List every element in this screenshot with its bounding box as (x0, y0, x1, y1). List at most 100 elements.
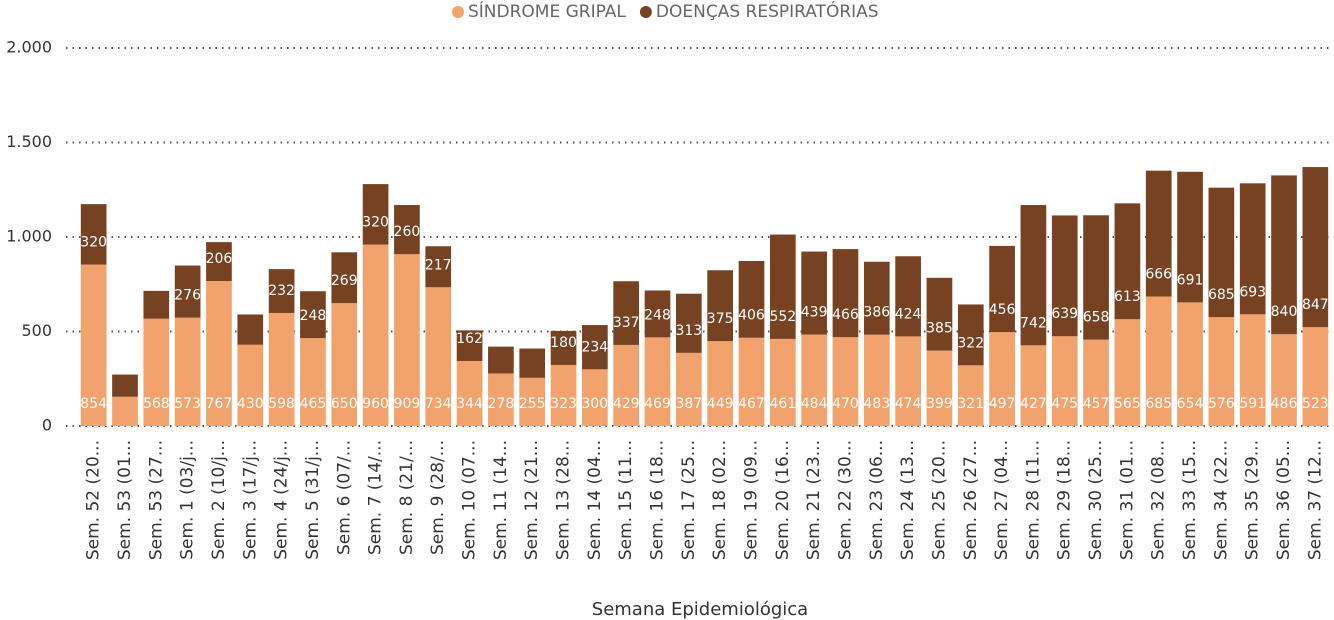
bar-segment (644, 337, 671, 426)
value-label: 457 (1083, 396, 1110, 412)
bar-segment (863, 261, 890, 335)
bar-segment (394, 205, 420, 255)
value-label: 840 (1271, 304, 1298, 320)
x-tick-label: Sem. 27 (04... (992, 440, 1012, 560)
value-label: 767 (206, 396, 233, 412)
x-tick-label: Sem. 23 (06... (867, 440, 887, 560)
bar-segment (1114, 319, 1141, 426)
x-tick-label: Sem. 18 (02... (710, 440, 730, 560)
bar-segment (331, 252, 358, 304)
value-label: 300 (581, 396, 608, 412)
y-tick-label: 1.500 (6, 132, 52, 151)
legend-marker (452, 6, 464, 18)
bar-segment (895, 336, 921, 426)
value-label: 486 (1271, 396, 1298, 412)
bar-segment (1271, 334, 1297, 426)
value-label: 960 (362, 396, 389, 412)
value-label: 475 (1051, 396, 1078, 412)
value-label: 523 (1302, 396, 1329, 412)
value-label: 474 (895, 396, 922, 412)
bar-segment (613, 281, 640, 345)
value-label: 465 (300, 396, 327, 412)
legend-label: SÍNDROME GRIPAL (468, 0, 626, 22)
x-tick-label: Sem. 53 (01... (115, 440, 135, 560)
value-label: 427 (1020, 396, 1047, 412)
value-label: 321 (957, 396, 984, 412)
bar-segment (1145, 170, 1172, 297)
x-tick-label: Sem. 5 (31/j... (303, 440, 323, 560)
value-label: 467 (738, 396, 765, 412)
bar-segment (174, 317, 201, 426)
value-label: 591 (1239, 396, 1266, 412)
bar-segment (989, 245, 1015, 333)
x-tick-label: Sem. 26 (27... (961, 440, 981, 560)
bar-segment (1208, 187, 1235, 318)
value-label: 666 (1145, 267, 1172, 283)
y-tick-label: 2.000 (6, 38, 52, 57)
value-label: 313 (675, 323, 702, 339)
x-tick-label: Sem. 12 (21... (522, 440, 542, 560)
value-label: 248 (300, 308, 327, 324)
bar-segment (1020, 205, 1047, 346)
x-tick-label: Sem. 19 (09... (741, 440, 761, 560)
bar-segment (801, 334, 827, 426)
bar-segment (488, 346, 514, 374)
value-label: 658 (1083, 310, 1110, 326)
value-label: 399 (926, 396, 953, 412)
bar-segment (1239, 314, 1266, 426)
bar-segment (1271, 175, 1297, 335)
bar-segment (550, 364, 577, 426)
x-tick-label: Sem. 33 (15... (1180, 440, 1200, 560)
bar-segment (1145, 296, 1172, 426)
value-label: 552 (769, 309, 796, 325)
bar-segment (1020, 345, 1047, 426)
bar-segment (863, 334, 890, 426)
bar-segment (1302, 167, 1329, 328)
value-label: 685 (1145, 396, 1172, 412)
value-label: 466 (832, 307, 859, 323)
bar-segment (1051, 336, 1078, 426)
bar-segment (394, 254, 420, 426)
value-label: 424 (895, 306, 922, 322)
value-label: 469 (644, 396, 671, 412)
bar-segment (707, 270, 734, 342)
value-label: 685 (1208, 287, 1235, 303)
bar-segment (957, 304, 984, 366)
bar-segment (206, 281, 232, 426)
x-tick-label: Sem. 6 (07/... (334, 440, 354, 555)
bar-segment (1208, 317, 1235, 426)
bar-segment (362, 184, 389, 245)
x-tick-label: Sem. 25 (20... (929, 440, 949, 560)
value-label: 909 (394, 396, 421, 412)
value-label: 573 (174, 396, 201, 412)
bar-segment (237, 314, 264, 345)
value-label: 854 (80, 396, 107, 412)
bar-segment (1114, 203, 1141, 320)
y-tick-label: 0 (42, 416, 52, 435)
bar-segment (832, 337, 859, 426)
bar-segment (1177, 302, 1203, 426)
bar-segment (675, 293, 702, 353)
value-label: 248 (644, 307, 671, 323)
legend-label: DOENÇAS RESPIRATÓRIAS (656, 0, 879, 22)
value-label: 461 (769, 396, 796, 412)
x-tick-label: Sem. 24 (13... (898, 440, 918, 560)
bar-segment (1051, 215, 1078, 337)
x-tick-label: Sem. 8 (21/... (397, 440, 417, 555)
bar-segment (300, 338, 326, 426)
bar-segment (80, 204, 107, 265)
x-tick-label: Sem. 10 (07... (460, 440, 480, 560)
value-label: 650 (331, 396, 358, 412)
bar-segment (957, 365, 984, 426)
bar-segment (331, 303, 358, 426)
x-axis-title: Semana Epidemiológica (592, 599, 808, 620)
value-label: 255 (519, 396, 546, 412)
x-tick-label: Sem. 37 (12... (1305, 440, 1325, 560)
legend-marker (639, 6, 652, 18)
value-label: 598 (268, 396, 295, 412)
bar-segment (1083, 215, 1109, 340)
y-tick-label: 1.000 (6, 227, 52, 246)
value-label: 278 (488, 396, 515, 412)
x-tick-label: Sem. 30 (25... (1086, 440, 1106, 560)
